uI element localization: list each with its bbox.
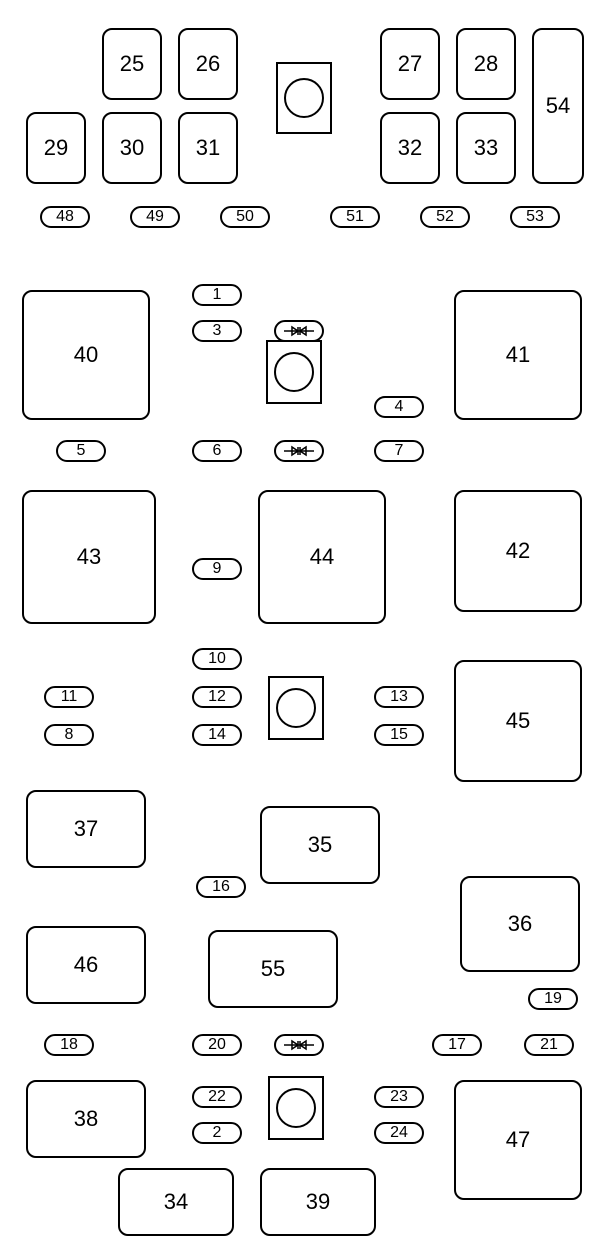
relay-socket bbox=[276, 62, 332, 134]
fuse-box-43: 43 bbox=[22, 490, 156, 624]
fuse-box-45: 45 bbox=[454, 660, 582, 782]
fuse-box-30: 30 bbox=[102, 112, 162, 184]
relay-socket bbox=[268, 676, 324, 740]
fuse-box-36: 36 bbox=[460, 876, 580, 972]
fuse-pill-22: 22 bbox=[192, 1086, 242, 1108]
fuse-box-26: 26 bbox=[178, 28, 238, 100]
circle-icon bbox=[274, 352, 314, 392]
fuse-pill-1: 1 bbox=[192, 284, 242, 306]
diode-icon bbox=[274, 440, 324, 462]
fuse-pill-19: 19 bbox=[528, 988, 578, 1010]
fuse-pill-8: 8 bbox=[44, 724, 94, 746]
fuse-box-35: 35 bbox=[260, 806, 380, 884]
fuse-box-55: 55 bbox=[208, 930, 338, 1008]
circle-icon bbox=[276, 1088, 316, 1128]
fuse-pill-21: 21 bbox=[524, 1034, 574, 1056]
fuse-pill-48: 48 bbox=[40, 206, 90, 228]
fuse-box-37: 37 bbox=[26, 790, 146, 868]
fuse-pill-5: 5 bbox=[56, 440, 106, 462]
fuse-box-diagram: 2526272829303132335440414243444537353646… bbox=[0, 0, 612, 1237]
circle-icon bbox=[276, 688, 316, 728]
relay-socket bbox=[268, 1076, 324, 1140]
circle-icon bbox=[284, 78, 324, 118]
fuse-pill-18: 18 bbox=[44, 1034, 94, 1056]
fuse-box-42: 42 bbox=[454, 490, 582, 612]
fuse-pill-7: 7 bbox=[374, 440, 424, 462]
fuse-box-38: 38 bbox=[26, 1080, 146, 1158]
fuse-pill-16: 16 bbox=[196, 876, 246, 898]
fuse-box-34: 34 bbox=[118, 1168, 234, 1236]
fuse-pill-9: 9 bbox=[192, 558, 242, 580]
fuse-pill-15: 15 bbox=[374, 724, 424, 746]
fuse-pill-11: 11 bbox=[44, 686, 94, 708]
fuse-box-47: 47 bbox=[454, 1080, 582, 1200]
fuse-box-27: 27 bbox=[380, 28, 440, 100]
fuse-pill-14: 14 bbox=[192, 724, 242, 746]
fuse-pill-10: 10 bbox=[192, 648, 242, 670]
diode-icon bbox=[274, 1034, 324, 1056]
fuse-pill-53: 53 bbox=[510, 206, 560, 228]
fuse-pill-13: 13 bbox=[374, 686, 424, 708]
fuse-pill-6: 6 bbox=[192, 440, 242, 462]
fuse-pill-49: 49 bbox=[130, 206, 180, 228]
fuse-pill-24: 24 bbox=[374, 1122, 424, 1144]
fuse-pill-50: 50 bbox=[220, 206, 270, 228]
fuse-box-41: 41 bbox=[454, 290, 582, 420]
fuse-box-31: 31 bbox=[178, 112, 238, 184]
fuse-pill-4: 4 bbox=[374, 396, 424, 418]
fuse-pill-3: 3 bbox=[192, 320, 242, 342]
fuse-box-40: 40 bbox=[22, 290, 150, 420]
fuse-pill-52: 52 bbox=[420, 206, 470, 228]
fuse-pill-17: 17 bbox=[432, 1034, 482, 1056]
fuse-pill-23: 23 bbox=[374, 1086, 424, 1108]
fuse-box-54: 54 bbox=[532, 28, 584, 184]
diode-icon bbox=[274, 320, 324, 342]
fuse-pill-20: 20 bbox=[192, 1034, 242, 1056]
fuse-box-28: 28 bbox=[456, 28, 516, 100]
fuse-box-39: 39 bbox=[260, 1168, 376, 1236]
fuse-pill-12: 12 bbox=[192, 686, 242, 708]
fuse-box-32: 32 bbox=[380, 112, 440, 184]
fuse-box-29: 29 bbox=[26, 112, 86, 184]
fuse-box-33: 33 bbox=[456, 112, 516, 184]
fuse-box-25: 25 bbox=[102, 28, 162, 100]
fuse-box-44: 44 bbox=[258, 490, 386, 624]
fuse-pill-51: 51 bbox=[330, 206, 380, 228]
fuse-box-46: 46 bbox=[26, 926, 146, 1004]
fuse-pill-2: 2 bbox=[192, 1122, 242, 1144]
relay-socket bbox=[266, 340, 322, 404]
